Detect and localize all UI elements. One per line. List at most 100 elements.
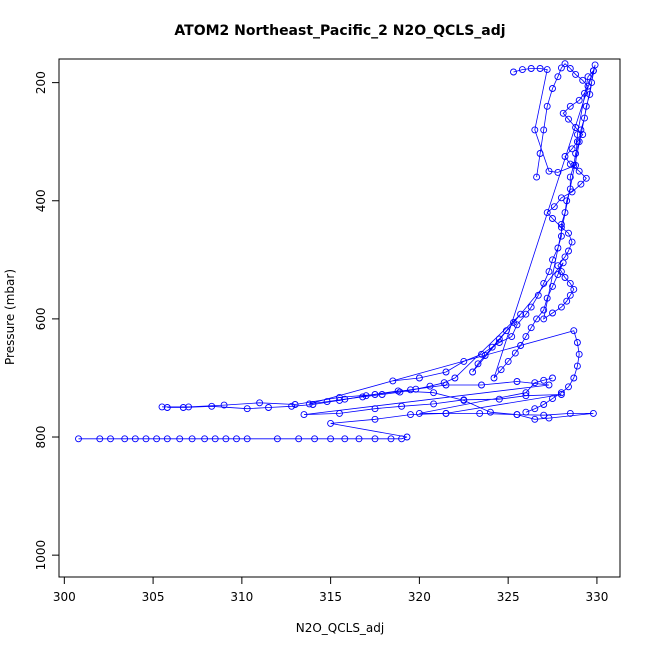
data-point: [300, 411, 308, 419]
data-point: [549, 395, 556, 403]
x-axis-label: N2O_QCLS_adj: [296, 621, 385, 635]
x-tick-label: 300: [53, 590, 76, 604]
y-axis-label: Pressure (mbar): [3, 269, 17, 365]
data-point: [531, 415, 539, 423]
data-point: [185, 403, 193, 411]
data-point: [565, 247, 572, 255]
x-tick-label: 325: [497, 590, 520, 604]
data-point: [561, 274, 569, 281]
data-point: [511, 349, 519, 357]
data-point: [589, 409, 597, 417]
data-point: [549, 282, 556, 290]
data-point: [572, 70, 580, 78]
y-tick-label: 400: [34, 189, 48, 212]
data-point: [549, 374, 556, 382]
data-point: [517, 310, 525, 318]
data-point: [581, 89, 588, 97]
data-point: [566, 279, 574, 287]
data-point: [577, 180, 585, 188]
data-point: [153, 435, 161, 443]
data-point: [554, 73, 562, 81]
data-point: [565, 383, 572, 391]
data-point: [545, 414, 553, 422]
data-point: [323, 398, 331, 406]
data-point: [469, 368, 477, 376]
data-point: [531, 379, 539, 387]
data-point: [584, 73, 592, 81]
data-point: [389, 377, 397, 385]
data-point: [554, 271, 562, 279]
data-point: [540, 411, 548, 419]
data-point: [570, 161, 578, 169]
x-tick-label: 305: [142, 590, 165, 604]
data-point: [554, 244, 562, 252]
data-point: [549, 85, 556, 92]
series-points: [75, 60, 599, 443]
data-point: [163, 435, 171, 443]
data-point: [557, 223, 565, 231]
data-point: [522, 392, 530, 400]
data-point: [517, 342, 525, 349]
data-point: [497, 366, 505, 374]
data-point: [508, 333, 516, 341]
data-point: [430, 389, 438, 397]
data-point: [75, 435, 82, 443]
data-point: [584, 82, 592, 90]
data-point: [543, 102, 551, 110]
data-point: [527, 303, 535, 311]
data-point: [563, 297, 571, 305]
data-point: [513, 378, 521, 385]
data-point: [341, 435, 349, 443]
data-point: [540, 306, 548, 314]
data-point: [540, 279, 548, 287]
x-tick-label: 315: [319, 590, 342, 604]
y-tick-label: 800: [34, 426, 48, 449]
data-point: [531, 405, 539, 413]
data-point: [311, 435, 319, 443]
data-point: [557, 220, 565, 228]
data-point: [243, 405, 251, 413]
data-point: [561, 153, 569, 160]
data-point: [502, 327, 510, 335]
data-point: [121, 435, 129, 443]
data-point: [442, 409, 450, 417]
y-axis: 200 400 600 800 1000: [34, 71, 60, 570]
data-point: [387, 435, 395, 443]
y-tick-label: 200: [34, 71, 48, 94]
data-point: [243, 435, 251, 443]
data-point: [540, 376, 548, 384]
data-point: [222, 435, 230, 443]
data-point: [570, 285, 578, 293]
data-point: [572, 124, 580, 131]
data-point: [543, 66, 551, 74]
x-tick-label: 320: [408, 590, 431, 604]
data-point: [355, 435, 363, 443]
data-point: [579, 76, 587, 84]
data-point: [371, 405, 379, 413]
data-point: [495, 395, 503, 403]
data-point: [559, 259, 567, 267]
data-point: [573, 362, 581, 370]
data-point: [163, 404, 171, 411]
data-point: [407, 386, 414, 394]
data-point: [371, 415, 379, 423]
data-point: [582, 102, 590, 110]
series-line: [162, 377, 562, 415]
data-point: [488, 343, 496, 351]
data-point: [179, 404, 187, 411]
data-point: [536, 150, 544, 157]
data-point: [486, 408, 494, 416]
data-point: [540, 315, 548, 323]
data-point: [573, 339, 581, 346]
data-point: [291, 401, 299, 408]
data-point: [327, 419, 335, 427]
data-point: [561, 60, 569, 68]
data-point: [531, 126, 539, 134]
data-point: [403, 433, 411, 441]
data-point: [208, 402, 216, 410]
data-point: [550, 203, 558, 211]
data-point: [566, 65, 574, 72]
data-point: [220, 401, 228, 409]
data-point: [495, 339, 503, 346]
data-point: [586, 90, 594, 98]
